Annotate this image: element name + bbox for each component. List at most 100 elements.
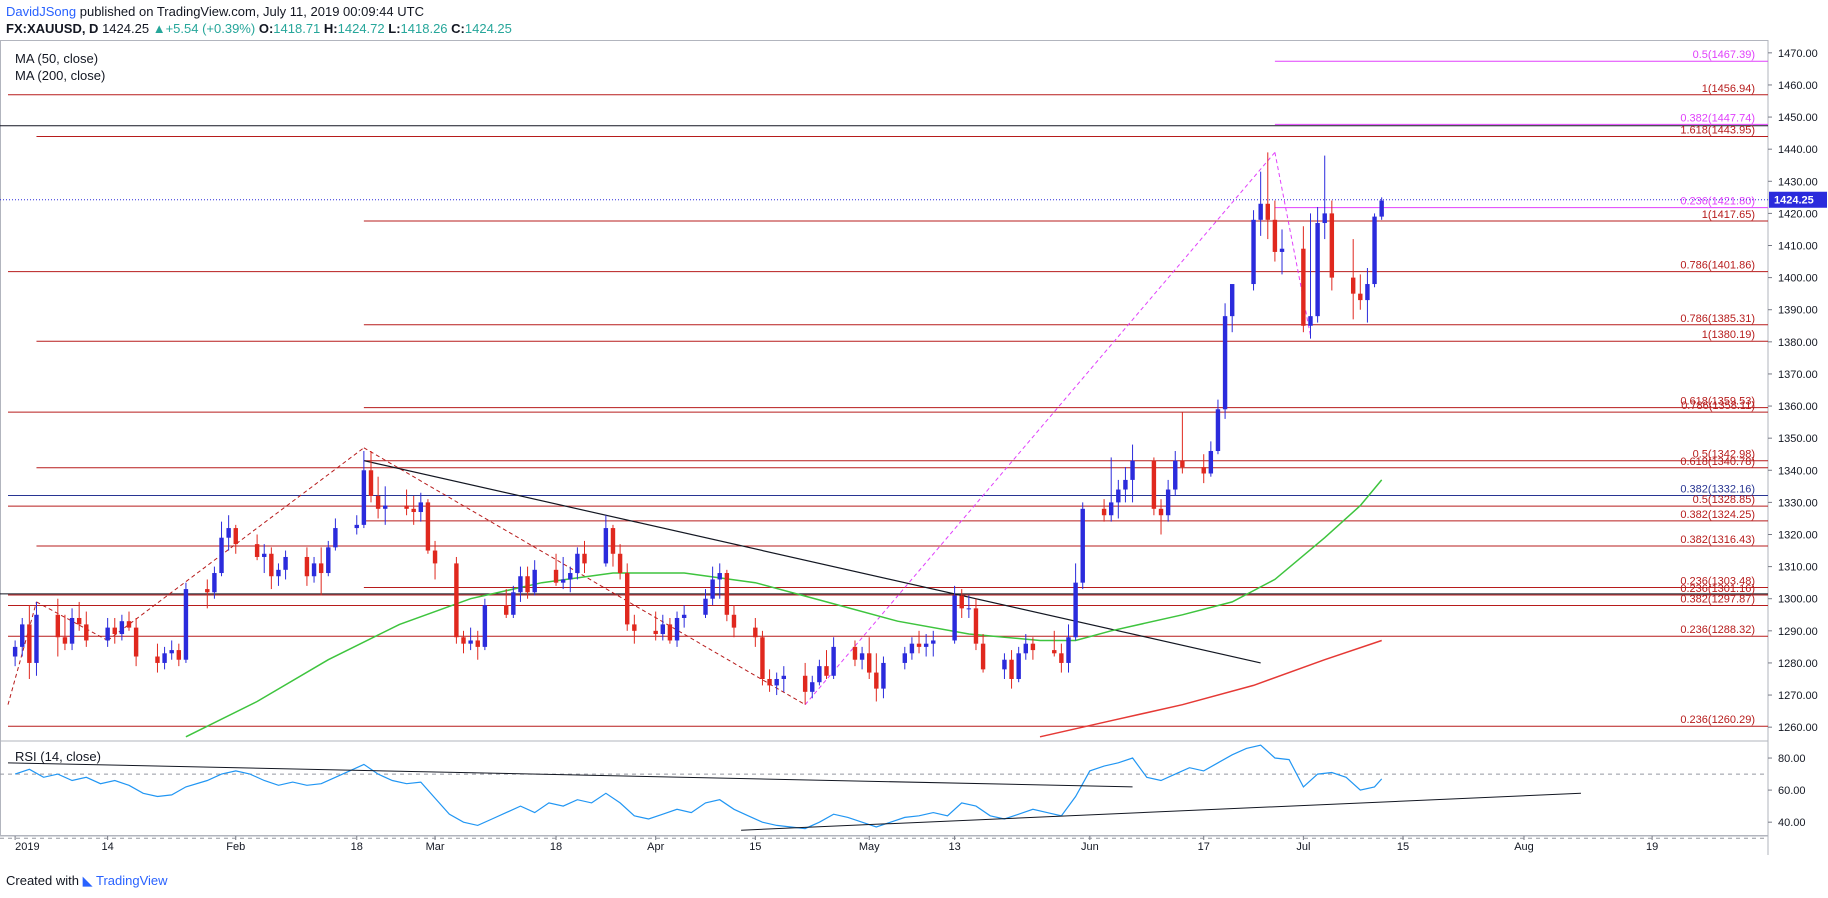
candle-body xyxy=(1372,216,1377,285)
candle-body xyxy=(1215,409,1221,452)
candle-body xyxy=(660,624,666,635)
price-tick-label: 1360.00 xyxy=(1778,401,1818,413)
price-tick-label: 1440.00 xyxy=(1778,144,1818,156)
candle xyxy=(610,524,616,567)
candle xyxy=(105,617,110,647)
candle xyxy=(1322,155,1327,240)
candle xyxy=(212,566,217,599)
candle xyxy=(1059,643,1064,673)
ma50-line xyxy=(185,479,1383,738)
candle xyxy=(1016,646,1021,683)
candle-body xyxy=(76,617,82,625)
candle xyxy=(1073,563,1078,641)
candle-body xyxy=(810,682,815,692)
candle xyxy=(575,547,580,580)
candle xyxy=(767,669,772,692)
candle xyxy=(874,653,879,702)
candle-body xyxy=(1315,223,1320,317)
fib-level-label: 0.236(1288.32) xyxy=(1680,624,1755,636)
candle xyxy=(532,560,537,596)
candle-body xyxy=(1279,248,1285,252)
candle-body xyxy=(1265,203,1270,220)
candle-body xyxy=(283,556,288,570)
candle-body xyxy=(318,563,324,574)
author-link[interactable]: DavidJSong xyxy=(6,4,77,19)
candle-body xyxy=(973,608,979,644)
candle xyxy=(916,630,922,654)
candle xyxy=(361,451,367,529)
candle xyxy=(20,617,25,657)
candle xyxy=(1265,152,1270,240)
time-tick-label: 18 xyxy=(351,841,363,853)
candle-body xyxy=(411,508,416,513)
candle xyxy=(34,601,39,676)
candle-body xyxy=(1329,213,1335,278)
candle xyxy=(824,650,829,679)
fib-level-label: 0.618(1359.53) xyxy=(1680,396,1755,408)
time-tick-label: 15 xyxy=(749,841,761,853)
time-tick-label: 13 xyxy=(948,841,960,853)
candle xyxy=(55,598,61,657)
candle xyxy=(1173,451,1178,496)
candle xyxy=(1108,457,1114,522)
rsi-legend[interactable]: RSI (14, close) xyxy=(15,749,101,764)
candle-body xyxy=(504,605,509,615)
candle xyxy=(1158,499,1164,535)
candle xyxy=(1002,653,1007,679)
tradingview-brand[interactable]: TradingView xyxy=(96,873,168,888)
time-tick-label: Apr xyxy=(647,841,664,853)
fib-level-label: 0.786(1401.86) xyxy=(1680,260,1755,272)
fib-level-label: 0.786(1385.31) xyxy=(1680,313,1755,325)
candle xyxy=(226,515,231,551)
candle xyxy=(603,515,609,567)
candle xyxy=(169,640,174,660)
candle xyxy=(1030,637,1036,660)
candle-body xyxy=(568,573,573,580)
candle-body xyxy=(361,470,367,525)
time-tick-label: May xyxy=(859,841,880,853)
candle xyxy=(653,611,658,641)
candle xyxy=(1315,206,1320,323)
candle xyxy=(980,634,986,673)
candle-body xyxy=(1108,502,1114,516)
candle xyxy=(283,550,288,580)
candle-body xyxy=(909,643,915,654)
price-tick-label: 1380.00 xyxy=(1778,337,1818,349)
candle xyxy=(1180,412,1185,474)
candle-body xyxy=(262,553,267,557)
candle-body xyxy=(475,640,480,647)
price-tick-label: 1390.00 xyxy=(1778,305,1818,317)
price-tick-label: 1330.00 xyxy=(1778,497,1818,509)
candle xyxy=(468,627,473,651)
candle xyxy=(176,643,182,667)
candle-body xyxy=(119,621,125,635)
price-tick-label: 1280.00 xyxy=(1778,658,1818,670)
time-tick-label: 15 xyxy=(1397,841,1409,853)
candle xyxy=(326,540,331,577)
candle-body xyxy=(326,547,331,574)
candle-body xyxy=(454,563,459,638)
candle-body xyxy=(632,624,637,631)
ma200-legend[interactable]: MA (200, close) xyxy=(15,68,106,83)
candle xyxy=(959,589,964,618)
candle xyxy=(155,643,160,673)
candle-body xyxy=(1208,451,1214,474)
candle xyxy=(333,518,338,551)
candle-body xyxy=(233,528,238,545)
candle xyxy=(617,544,623,580)
low-label: L: xyxy=(388,21,401,36)
zigzag-segment xyxy=(804,152,1276,706)
candle-body xyxy=(532,569,537,593)
candle-body xyxy=(383,505,388,509)
candle-body xyxy=(731,614,737,628)
created-with-label: Created with xyxy=(6,873,79,888)
overlay-lines xyxy=(7,152,1383,738)
candle xyxy=(831,637,836,679)
candle xyxy=(62,614,68,651)
candle-body xyxy=(774,678,779,686)
price-tick-label: 1460.00 xyxy=(1778,80,1818,92)
candle-body xyxy=(212,573,217,593)
ma50-legend[interactable]: MA (50, close) xyxy=(15,51,99,66)
candle-body xyxy=(802,675,808,692)
